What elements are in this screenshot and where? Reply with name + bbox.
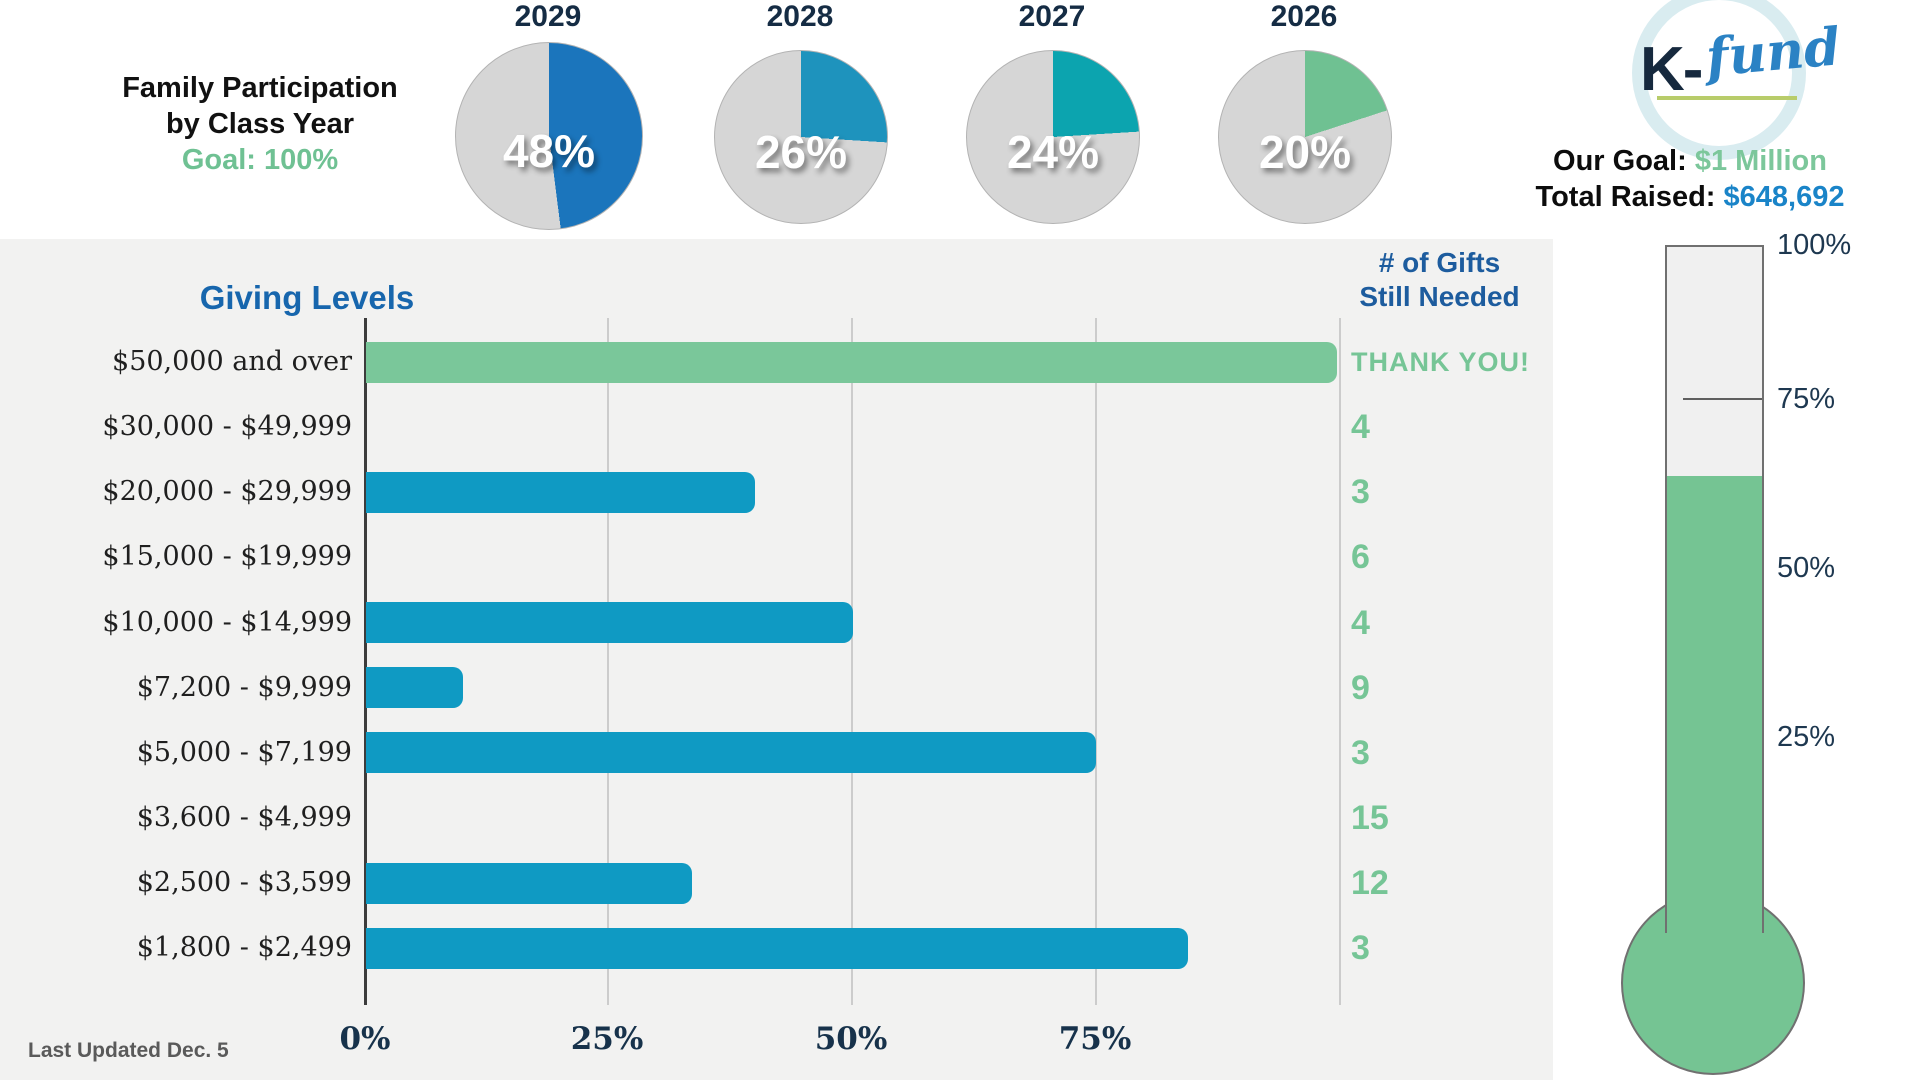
pie-year-label: 2026 <box>1270 0 1338 33</box>
thermometer-tube <box>1665 245 1764 933</box>
x-tick-label: 75% <box>1058 1021 1132 1057</box>
gifts-needed-header: # of Gifts Still Needed <box>1337 246 1542 314</box>
total-raised-line: Total Raised: $648,692 <box>1470 181 1910 214</box>
bar--7-200-9-999 <box>366 667 463 709</box>
pie-percent-label: 26% <box>754 126 848 178</box>
giving-level-label: $3,600 - $4,999 <box>136 802 352 834</box>
our-goal-line: Our Goal: $1 Million <box>1470 145 1910 178</box>
last-updated-note: Last Updated Dec. 5 <box>28 1039 229 1062</box>
total-raised-label: Total Raised: <box>1535 181 1716 213</box>
giving-level-label: $20,000 - $29,999 <box>102 476 352 508</box>
giving-level-label: $15,000 - $19,999 <box>102 541 352 573</box>
gifts-header-line2: Still Needed <box>1359 281 1520 312</box>
giving-level-label: $7,200 - $9,999 <box>136 671 352 703</box>
x-tick-label: 0% <box>339 1021 391 1057</box>
pie-year-label: 2027 <box>1018 0 1086 33</box>
family-goal-line: Goal: 100% <box>181 144 339 176</box>
family-title-line1: Family Participation <box>122 72 398 104</box>
family-title-line2: by Class Year <box>165 108 355 140</box>
gridline <box>1339 318 1341 1005</box>
thermometer-tick-label: 25% <box>1777 721 1836 753</box>
gifts-still-needed-value: 12 <box>1351 864 1389 903</box>
giving-level-label: $30,000 - $49,999 <box>102 411 352 443</box>
our-goal-label: Our Goal: <box>1553 145 1687 177</box>
total-raised-value: $648,692 <box>1723 181 1845 213</box>
pie-year-label: 2029 <box>514 0 582 33</box>
thermometer-tick-label: 50% <box>1777 552 1836 584</box>
gridline <box>607 318 609 1005</box>
giving-level-label: $10,000 - $14,999 <box>102 606 352 638</box>
gridline <box>1095 318 1097 1005</box>
kfund-logo-underline <box>1657 96 1797 100</box>
pie-chart-2027: 24% <box>966 50 1140 224</box>
pie-2029: 2029 48% <box>455 0 643 230</box>
bar--10-000-14-999 <box>366 602 853 644</box>
pie-chart-2028: 26% <box>714 50 888 224</box>
bar--50-000-and-over <box>366 341 1337 383</box>
bar--5-000-7-199 <box>366 732 1096 774</box>
x-tick-label: 25% <box>570 1021 644 1057</box>
bar--2-500-3-599 <box>366 862 692 904</box>
gifts-still-needed-value: 3 <box>1351 929 1370 968</box>
pie-percent-label: 24% <box>1006 126 1100 178</box>
pie-percent-label: 48% <box>502 125 596 177</box>
pie-percent-label: 20% <box>1258 126 1352 178</box>
pie-year-label: 2028 <box>766 0 834 33</box>
kfund-logo-k: K- <box>1640 35 1703 104</box>
x-tick-label: 50% <box>814 1021 888 1057</box>
gifts-still-needed-value: 4 <box>1351 408 1370 447</box>
chart-title: Giving Levels <box>199 279 415 316</box>
our-goal-value: $1 Million <box>1694 145 1827 177</box>
gifts-still-needed-value: 3 <box>1351 473 1370 512</box>
gifts-still-needed-value: 6 <box>1351 538 1370 577</box>
bar--1-800-2-499 <box>366 927 1188 969</box>
thermometer-75-tick <box>1683 398 1762 400</box>
gifts-header-line1: # of Gifts <box>1378 247 1501 278</box>
thermometer-tick-label: 100% <box>1777 229 1852 261</box>
gifts-still-needed-value: THANK YOU! <box>1351 347 1531 377</box>
gifts-still-needed-value: 9 <box>1351 668 1370 707</box>
giving-level-label: $1,800 - $2,499 <box>136 932 352 964</box>
giving-level-label: $5,000 - $7,199 <box>136 736 352 768</box>
thermometer-tick-label: 75% <box>1777 383 1836 415</box>
bar--20-000-29-999 <box>366 471 755 513</box>
kfund-logo-fund: fund <box>1703 16 1843 89</box>
pie-2027: 2027 24% <box>966 0 1140 224</box>
gifts-still-needed-value: 3 <box>1351 733 1370 772</box>
gifts-still-needed-value: 4 <box>1351 603 1370 642</box>
y-axis-line <box>364 318 367 1005</box>
pie-2028: 2028 26% <box>714 0 888 224</box>
gifts-still-needed-value: 15 <box>1351 799 1389 838</box>
pie-chart-2026: 20% <box>1218 50 1392 224</box>
thermometer-fill <box>1667 476 1762 933</box>
giving-levels-panel: Giving Levels # of Gifts Still Needed $5… <box>0 239 1553 1080</box>
giving-level-label: $50,000 and over <box>112 346 352 377</box>
giving-level-label: $2,500 - $3,599 <box>136 867 352 899</box>
family-participation-title: Family Participation by Class Year Goal:… <box>60 70 460 178</box>
pie-chart-2029: 48% <box>455 42 643 230</box>
gridline <box>851 318 853 1005</box>
pie-2026: 2026 20% <box>1218 0 1392 224</box>
